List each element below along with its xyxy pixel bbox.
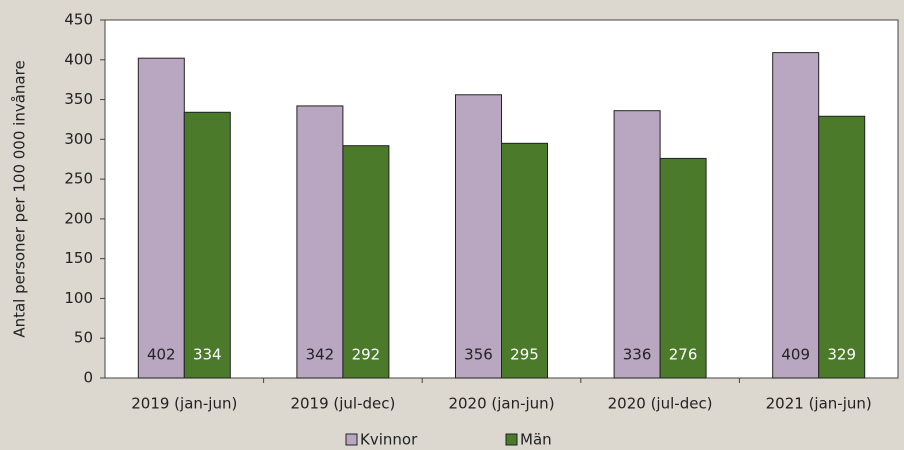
y-tick-label: 350 xyxy=(64,90,93,108)
y-tick-label: 100 xyxy=(64,289,93,307)
data-label: 334 xyxy=(193,346,222,364)
data-label: 329 xyxy=(827,346,856,364)
y-tick-label: 300 xyxy=(64,130,93,148)
bar xyxy=(613,110,661,379)
data-label: 356 xyxy=(464,346,493,364)
legend-swatch xyxy=(505,433,518,446)
data-label: 402 xyxy=(147,346,176,364)
x-tick-label: 2020 (jul-dec) xyxy=(608,395,713,413)
y-tick-label: 400 xyxy=(64,50,93,68)
y-tick-label: 150 xyxy=(64,249,93,267)
y-tick-label: 200 xyxy=(64,209,93,227)
bar xyxy=(183,111,231,379)
bar xyxy=(659,157,707,379)
x-tick-label: 2020 (jan-jun) xyxy=(448,395,554,413)
y-tick-label: 450 xyxy=(64,11,93,29)
legend-swatch xyxy=(345,433,358,446)
legend-label: Män xyxy=(520,431,552,449)
data-label: 342 xyxy=(306,346,335,364)
y-axis-label: Antal personer per 100 000 invånare xyxy=(11,60,29,337)
bar xyxy=(501,142,548,379)
bar xyxy=(137,57,185,379)
data-label: 336 xyxy=(623,346,652,364)
x-tick-label: 2019 (jul-dec) xyxy=(290,395,395,413)
bar xyxy=(455,94,502,379)
x-tick-label: 2021 (jan-jun) xyxy=(766,395,872,413)
y-tick-label: 50 xyxy=(74,329,93,347)
bar xyxy=(772,52,820,379)
y-tick-label: 250 xyxy=(64,170,93,188)
legend-label: Kvinnor xyxy=(360,431,418,449)
bar xyxy=(818,115,866,379)
y-tick-label: 0 xyxy=(83,369,93,387)
data-label: 409 xyxy=(781,346,810,364)
data-label: 276 xyxy=(669,346,698,364)
x-tick-label: 2019 (jan-jun) xyxy=(131,395,237,413)
bar xyxy=(342,145,390,379)
data-label: 295 xyxy=(510,346,539,364)
data-label: 292 xyxy=(352,346,381,364)
bar xyxy=(296,105,344,379)
